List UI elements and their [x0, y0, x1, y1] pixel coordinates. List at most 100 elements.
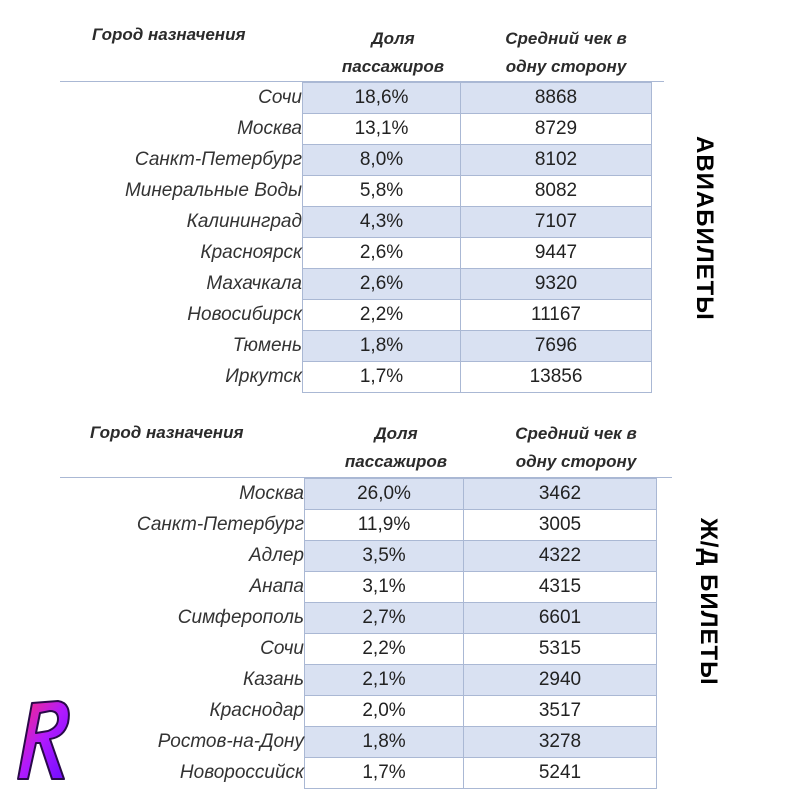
- rail-cell-city: Москва: [239, 483, 304, 504]
- rail-header-city: Город назначения: [90, 423, 244, 442]
- rail-cell-check: 5315: [463, 633, 657, 665]
- air-cell-check: 9320: [460, 268, 652, 300]
- air-header-share: Доля пассажиров: [313, 25, 473, 81]
- rail-row: Сочи 2,2% 5315: [54, 633, 657, 665]
- air-table: Сочи 18,6% 8868 Москва 13,1% 8729 Санкт-Петерб…: [52, 82, 652, 393]
- rail-header-share-line1: Доля: [374, 424, 418, 443]
- rail-header-check: Средний чек в одну сторону: [476, 420, 676, 476]
- rail-cell-check: 3005: [463, 509, 657, 541]
- rail-row: Адлер 3,5% 4322: [54, 540, 657, 572]
- rail-row: Санкт-Петербург 11,9% 3005: [54, 509, 657, 541]
- rail-cell-share: 2,7%: [304, 602, 464, 634]
- rail-cell-city: Краснодар: [209, 700, 305, 721]
- air-row: Махачкала 2,6% 9320: [52, 268, 652, 300]
- rail-cell-check: 4315: [463, 571, 657, 603]
- rail-cell-share: 1,7%: [304, 757, 464, 789]
- rail-cell-share: 26,0%: [304, 478, 464, 510]
- rail-cell-check: 2940: [463, 664, 657, 696]
- rail-row: Новороссийск 1,7% 5241: [54, 757, 657, 789]
- air-header-city: Город назначения: [92, 25, 246, 44]
- rail-header-check-line2: одну сторону: [515, 452, 637, 471]
- rail-cell-share: 2,1%: [304, 664, 464, 696]
- air-cell-check: 8729: [460, 113, 652, 145]
- air-cell-city: Иркутск: [225, 366, 302, 387]
- rail-cell-city: Сочи: [260, 638, 304, 659]
- air-row: Калининград 4,3% 7107: [52, 206, 652, 238]
- rail-cell-share: 11,9%: [304, 509, 464, 541]
- air-cell-share: 8,0%: [302, 144, 461, 176]
- air-cell-share: 4,3%: [302, 206, 461, 238]
- air-cell-check: 8868: [460, 82, 652, 114]
- rail-cell-city: Новороссийск: [179, 762, 304, 783]
- air-cell-share: 1,7%: [302, 361, 461, 393]
- air-header-share-line1: Доля: [371, 29, 415, 48]
- air-cell-city: Сочи: [258, 87, 302, 108]
- air-header-rule: [60, 81, 664, 82]
- air-cell-check: 8082: [460, 175, 652, 207]
- rail-cell-city: Ростов-на-Дону: [157, 731, 304, 752]
- air-side-label: АВИАБИЛЕТЫ: [691, 136, 718, 321]
- rail-row: Краснодар 2,0% 3517: [54, 695, 657, 727]
- rail-cell-city: Санкт-Петербург: [136, 514, 304, 535]
- rail-header-rule: [60, 477, 672, 478]
- air-cell-check: 11167: [460, 299, 652, 331]
- rail-cell-check: 3462: [463, 478, 657, 510]
- air-row: Красноярск 2,6% 9447: [52, 237, 652, 269]
- air-cell-city: Махачкала: [206, 273, 302, 294]
- rail-cell-city: Адлер: [248, 545, 304, 566]
- rail-row: Ростов-на-Дону 1,8% 3278: [54, 726, 657, 758]
- rail-side-label: Ж/Д БИЛЕТЫ: [695, 518, 722, 686]
- air-row: Новосибирск 2,2% 11167: [52, 299, 652, 331]
- air-row: Санкт-Петербург 8,0% 8102: [52, 144, 652, 176]
- rail-cell-check: 3517: [463, 695, 657, 727]
- rail-header-share: Доля пассажиров: [316, 420, 476, 476]
- rail-cell-check: 6601: [463, 602, 657, 634]
- air-cell-city: Москва: [237, 118, 302, 139]
- rail-cell-share: 1,8%: [304, 726, 464, 758]
- air-cell-check: 7107: [460, 206, 652, 238]
- rail-cell-share: 3,1%: [304, 571, 464, 603]
- air-cell-city: Калининград: [186, 211, 302, 232]
- rail-cell-city: Казань: [243, 669, 304, 690]
- rail-cell-check: 3278: [463, 726, 657, 758]
- rail-row: Казань 2,1% 2940: [54, 664, 657, 696]
- air-cell-city: Минеральные Воды: [124, 180, 302, 201]
- air-header-check-line2: одну сторону: [505, 57, 627, 76]
- air-row: Москва 13,1% 8729: [52, 113, 652, 145]
- air-cell-share: 2,6%: [302, 268, 461, 300]
- rail-cell-city: Симферополь: [177, 607, 304, 628]
- rail-cell-check: 5241: [463, 757, 657, 789]
- rail-cell-city: Анапа: [249, 576, 304, 597]
- air-cell-check: 13856: [460, 361, 652, 393]
- rail-row: Москва 26,0% 3462: [54, 478, 657, 510]
- air-header-check: Средний чек в одну сторону: [466, 25, 666, 81]
- air-row: Иркутск 1,7% 13856: [52, 361, 652, 393]
- air-cell-city: Тюмень: [232, 335, 302, 356]
- air-header-share-line2: пассажиров: [341, 57, 445, 76]
- air-cell-share: 1,8%: [302, 330, 461, 362]
- rail-table: Москва 26,0% 3462 Санкт-Петербург 11,9% 3005 А…: [54, 478, 657, 789]
- rail-cell-share: 3,5%: [304, 540, 464, 572]
- air-cell-share: 13,1%: [302, 113, 461, 145]
- brand-logo-icon: [17, 700, 70, 780]
- air-header-check-line1: Средний чек в: [505, 29, 627, 48]
- rail-cell-check: 4322: [463, 540, 657, 572]
- air-cell-check: 9447: [460, 237, 652, 269]
- air-cell-city: Санкт-Петербург: [134, 149, 302, 170]
- air-cell-share: 2,6%: [302, 237, 461, 269]
- rail-cell-share: 2,2%: [304, 633, 464, 665]
- air-cell-check: 7696: [460, 330, 652, 362]
- air-cell-share: 2,2%: [302, 299, 461, 331]
- rail-row: Симферополь 2,7% 6601: [54, 602, 657, 634]
- rail-header-share-line2: пассажиров: [344, 452, 448, 471]
- air-cell-check: 8102: [460, 144, 652, 176]
- rail-header-check-line1: Средний чек в: [515, 424, 637, 443]
- air-cell-share: 5,8%: [302, 175, 461, 207]
- rail-row: Анапа 3,1% 4315: [54, 571, 657, 603]
- air-row: Сочи 18,6% 8868: [52, 82, 652, 114]
- air-cell-city: Красноярск: [200, 242, 302, 263]
- rail-cell-share: 2,0%: [304, 695, 464, 727]
- air-row: Минеральные Воды 5,8% 8082: [52, 175, 652, 207]
- air-cell-share: 18,6%: [302, 82, 461, 114]
- air-cell-city: Новосибирск: [187, 304, 302, 325]
